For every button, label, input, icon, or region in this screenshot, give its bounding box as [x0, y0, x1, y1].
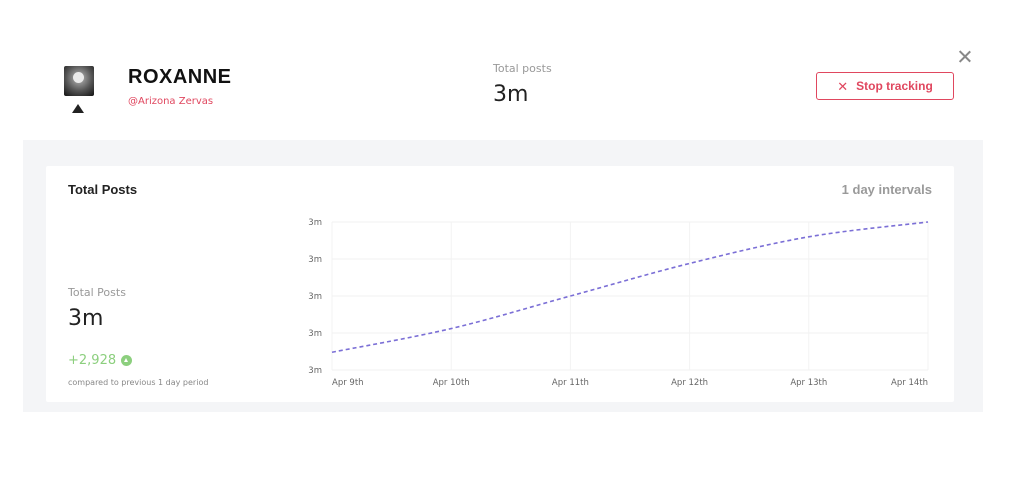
x-tick-label: Apr 12th — [671, 378, 708, 388]
series-line — [331, 221, 929, 354]
chart-y-ticks: 3m 3m 3m 3m 3m — [308, 218, 322, 376]
stop-tracking-button[interactable]: ✕ Stop tracking — [816, 72, 954, 100]
card-stat-label: Total Posts — [68, 286, 126, 299]
avatar-photo — [64, 66, 94, 96]
x-tick-label: Apr 11th — [552, 378, 589, 388]
change-indicator: +2,928 — [68, 353, 133, 368]
close-icon[interactable] — [956, 48, 974, 66]
x-icon: ✕ — [837, 78, 849, 94]
chart-series — [331, 221, 929, 354]
y-tick-label: 3m — [308, 329, 322, 339]
compare-note: compared to previous 1 day period — [68, 378, 209, 387]
card-title: Total Posts — [68, 182, 138, 197]
total-posts-label: Total posts — [493, 62, 552, 75]
brand-logo-icon — [72, 104, 84, 113]
x-tick-label: Apr 13th — [790, 378, 827, 388]
y-tick-label: 3m — [308, 366, 322, 376]
profile-name: ROXANNE — [128, 66, 232, 88]
change-value: +2,928 — [68, 353, 117, 368]
y-tick-label: 3m — [308, 218, 322, 228]
y-tick-label: 3m — [308, 292, 322, 302]
total-posts-card — [46, 166, 954, 402]
chart-x-ticks: Apr 9th Apr 10th Apr 11th Apr 12th Apr 13th A… — [332, 378, 928, 388]
stop-tracking-label: Stop tracking — [856, 79, 933, 93]
x-tick-label: Apr 9th — [332, 378, 364, 388]
chart-grid — [331, 221, 929, 371]
up-arrow-icon — [121, 355, 133, 366]
avatar — [62, 66, 96, 116]
profile-handle[interactable]: @Arizona Zervas — [128, 96, 214, 107]
interval-label[interactable]: 1 day intervals — [841, 182, 932, 197]
total-posts-value: 3m — [493, 82, 529, 107]
card-stat-value: 3m — [68, 306, 104, 331]
total-posts-chart: 3m 3m 3m 3m 3m Apr 9th Apr 10th Apr 11th Apr 12… — [308, 218, 929, 388]
x-tick-label: Apr 10th — [433, 378, 470, 388]
x-tick-label: Apr 14th — [891, 378, 928, 388]
y-tick-label: 3m — [308, 255, 322, 265]
